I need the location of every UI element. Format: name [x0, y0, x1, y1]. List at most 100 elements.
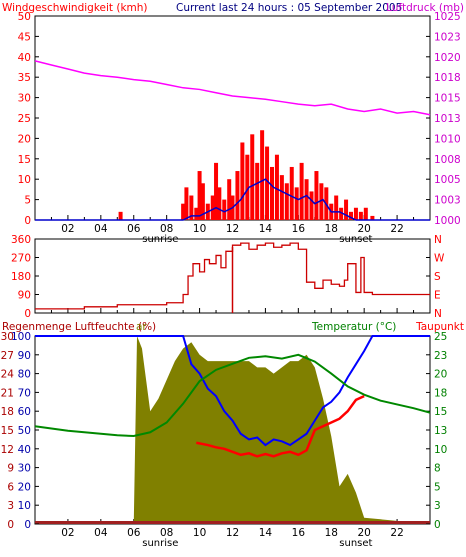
- pressure-y-tick-label: 1015: [434, 93, 461, 105]
- pressure-y-tick-label: 1008: [434, 154, 461, 166]
- temp-y-tick-label: 18: [434, 387, 447, 399]
- rain-y-tick-label: 0: [7, 519, 14, 531]
- climate-x-tick-label: 06: [127, 527, 141, 539]
- dewpoint-line: [196, 395, 365, 458]
- climate-x-tick-label: 04: [94, 527, 108, 539]
- footer-left-label: Regenmenge Luftfeuchte (%): [2, 321, 156, 333]
- temp-y-tick-label: 15: [434, 406, 447, 418]
- wind-gust-bar: [339, 207, 344, 220]
- wind-y-tick-label: 40: [18, 52, 31, 64]
- pressure-y-tick-label: 1003: [434, 195, 461, 207]
- pressure-line: [34, 60, 431, 116]
- rain-y-tick-label: 30: [1, 331, 14, 343]
- wind-x-tick-label: 22: [390, 223, 403, 235]
- rain-y-tick-label: 6: [7, 481, 14, 493]
- temp-y-tick-label: 25: [434, 331, 447, 343]
- wind-gust-bar: [118, 211, 123, 220]
- wind-gust-bar: [184, 187, 189, 220]
- humidity-y-tick-label: 70: [18, 387, 31, 399]
- humidity-y-tick-label: 10: [18, 500, 31, 512]
- pressure-y-tick-label: 1020: [434, 52, 461, 64]
- wind-y-tick-label: 30: [18, 93, 31, 105]
- climate-x-tick-label: 02: [61, 527, 74, 539]
- footer-right-temp: Temperatur (°C): [311, 321, 396, 333]
- wind-gust-bar: [189, 195, 194, 220]
- wind-gust-bar: [344, 199, 349, 220]
- wind-gust-bar: [304, 179, 309, 220]
- temp-y-tick-label: 13: [434, 425, 447, 437]
- pressure-y-tick-label: 1025: [434, 11, 461, 23]
- direction-y-tick-label: 90: [18, 290, 31, 302]
- compass-tick-label: N: [434, 308, 442, 320]
- wind-gust-bar: [319, 183, 324, 220]
- wind-gust-bar: [197, 171, 202, 220]
- wind-gust-bar: [235, 171, 240, 220]
- header-left-label: Windgeschwindigkeit (kmh): [2, 2, 148, 14]
- climate-x-tick-label: 16: [292, 527, 306, 539]
- wind-gust-bar: [314, 171, 319, 220]
- wind-gust-bar: [210, 195, 215, 220]
- footer-left-suffix: ar: [136, 321, 147, 333]
- wind-x-tick-label: 14: [259, 223, 273, 235]
- humidity-y-tick-label: 90: [18, 350, 31, 362]
- wind-gust-bar: [370, 215, 375, 220]
- wind-x-tick-label: 20: [357, 223, 370, 235]
- compass-tick-label: N: [434, 234, 442, 246]
- humidity-y-tick-label: 0: [24, 519, 31, 531]
- wind-x-tick-label: 06: [127, 223, 141, 235]
- wind-y-tick-label: 25: [18, 113, 31, 125]
- rain-y-tick-label: 9: [7, 463, 14, 475]
- climate-x-tick-label: 20: [357, 527, 370, 539]
- direction-y-tick-label: 270: [11, 253, 31, 265]
- wind-gust-bar: [349, 211, 353, 220]
- climate-sunset-label: sunset: [339, 538, 372, 549]
- direction-line: [35, 242, 430, 310]
- wind-gust-bar: [265, 146, 270, 220]
- direction-y-tick-label: 180: [11, 271, 31, 283]
- pressure-y-tick-label: 1010: [434, 133, 461, 145]
- temp-y-tick-label: 3: [434, 500, 441, 512]
- temperature-line: [34, 353, 431, 438]
- compass-tick-label: S: [434, 271, 441, 283]
- rain-baseline: [35, 521, 430, 524]
- temp-y-tick-label: 20: [434, 369, 447, 381]
- wind-gust-bar: [260, 130, 265, 220]
- climate-x-tick-label: 08: [160, 527, 173, 539]
- wind-y-tick-label: 15: [18, 154, 31, 166]
- temp-y-tick-label: 5: [434, 481, 441, 493]
- wind-gust-bar: [363, 207, 368, 220]
- wind-gust-bar: [334, 195, 339, 220]
- wind-gust-bar: [214, 162, 219, 220]
- compass-tick-label: W: [434, 253, 445, 265]
- direction-y-tick-label: 360: [11, 234, 31, 246]
- wind-avg-line: [35, 178, 430, 221]
- pressure-y-tick-label: 1000: [434, 215, 461, 227]
- wind-y-tick-label: 5: [24, 195, 31, 207]
- humidity-y-tick-label: 60: [18, 406, 31, 418]
- pressure-y-tick-label: 1013: [434, 113, 461, 125]
- wind-gust-bar: [299, 162, 304, 220]
- wind-x-tick-label: 04: [94, 223, 108, 235]
- wind-gust-bar: [289, 166, 294, 220]
- rain-y-tick-label: 15: [1, 425, 14, 437]
- wind-gust-bar: [309, 191, 314, 220]
- wind-gust-bar: [194, 207, 199, 220]
- temp-y-tick-label: 8: [434, 463, 441, 475]
- wind-x-tick-label: 08: [160, 223, 173, 235]
- humidity-y-tick-label: 30: [18, 463, 31, 475]
- rain-y-tick-label: 12: [1, 444, 14, 456]
- pressure-y-tick-label: 1018: [434, 72, 461, 84]
- wind-gust-bar: [274, 154, 279, 220]
- climate-x-tick-label: 10: [193, 527, 206, 539]
- wind-gust-bar: [358, 211, 363, 220]
- wind-gust-bar: [270, 166, 274, 220]
- header-center-label: Current last 24 hours : 05 September 200…: [176, 2, 402, 14]
- climate-x-tick-label: 18: [325, 527, 338, 539]
- wind-frame: [34, 15, 431, 221]
- wind-y-tick-label: 50: [18, 11, 31, 23]
- wind-gust-bar: [353, 207, 358, 220]
- wind-gust-bar: [279, 175, 284, 220]
- header-right-label: Luftdruck (mb): [386, 2, 464, 14]
- rain-area: [35, 336, 430, 524]
